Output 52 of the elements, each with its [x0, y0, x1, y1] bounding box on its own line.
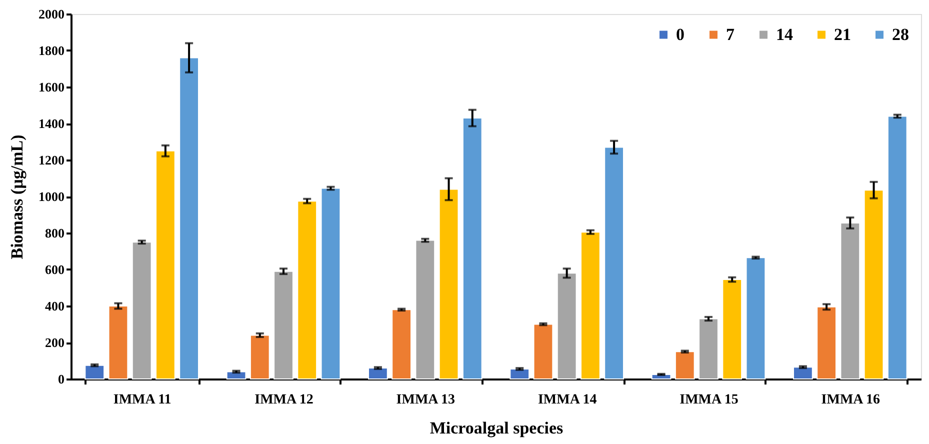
bar — [816, 306, 836, 380]
y-axis-title: Biomass (µg/mL) — [8, 134, 26, 260]
y-tick-label: 1200 — [38, 152, 64, 168]
bar — [746, 257, 766, 380]
bar — [793, 366, 813, 380]
bar — [132, 242, 152, 380]
y-tick-label: 800 — [45, 226, 64, 240]
y-tick-label: 1800 — [38, 43, 64, 58]
bar — [438, 188, 459, 380]
y-tick-label: 1000 — [38, 189, 64, 204]
y-tick-label: 1600 — [38, 80, 64, 94]
bar — [864, 190, 884, 380]
y-tick-label: 1400 — [38, 116, 64, 131]
x-tick-label: IMMA 14 — [538, 392, 597, 408]
bar — [392, 309, 412, 380]
x-tick-label: IMMA 13 — [396, 392, 456, 408]
bar — [250, 334, 270, 380]
bar — [179, 57, 199, 380]
bar — [674, 351, 695, 380]
bar — [108, 306, 128, 380]
bar — [698, 318, 718, 380]
bar — [368, 368, 388, 380]
y-tick-label: 0 — [58, 372, 64, 386]
x-tick-label: IMMA 15 — [680, 392, 738, 408]
legend-label: 0 — [676, 24, 684, 44]
y-tick-label: 2000 — [38, 6, 64, 22]
bar — [156, 150, 176, 380]
bar — [274, 270, 294, 380]
bar — [320, 188, 341, 380]
x-tick-label: IMMA 12 — [254, 392, 314, 408]
legend-label: 7 — [726, 24, 735, 44]
x-tick-label: IMMA 16 — [821, 392, 880, 408]
bar — [510, 368, 530, 380]
bar — [887, 116, 908, 380]
bar — [84, 364, 105, 380]
bar — [840, 222, 860, 380]
bar — [604, 146, 624, 380]
bar — [297, 200, 318, 380]
legend-label: 28 — [892, 24, 909, 44]
bar — [533, 324, 554, 380]
x-tick-label: IMMA 11 — [113, 392, 172, 408]
legend-label: 14 — [776, 24, 794, 44]
bar — [415, 240, 436, 380]
bar — [462, 118, 482, 380]
legend-label: 21 — [834, 24, 851, 44]
y-tick-label: 600 — [45, 262, 64, 277]
bar — [556, 272, 577, 380]
bar — [580, 232, 600, 380]
y-tick-label: 400 — [45, 298, 64, 314]
x-axis-title: Microalgal species — [430, 418, 564, 438]
y-tick-label: 200 — [45, 335, 64, 350]
bar — [722, 279, 742, 380]
